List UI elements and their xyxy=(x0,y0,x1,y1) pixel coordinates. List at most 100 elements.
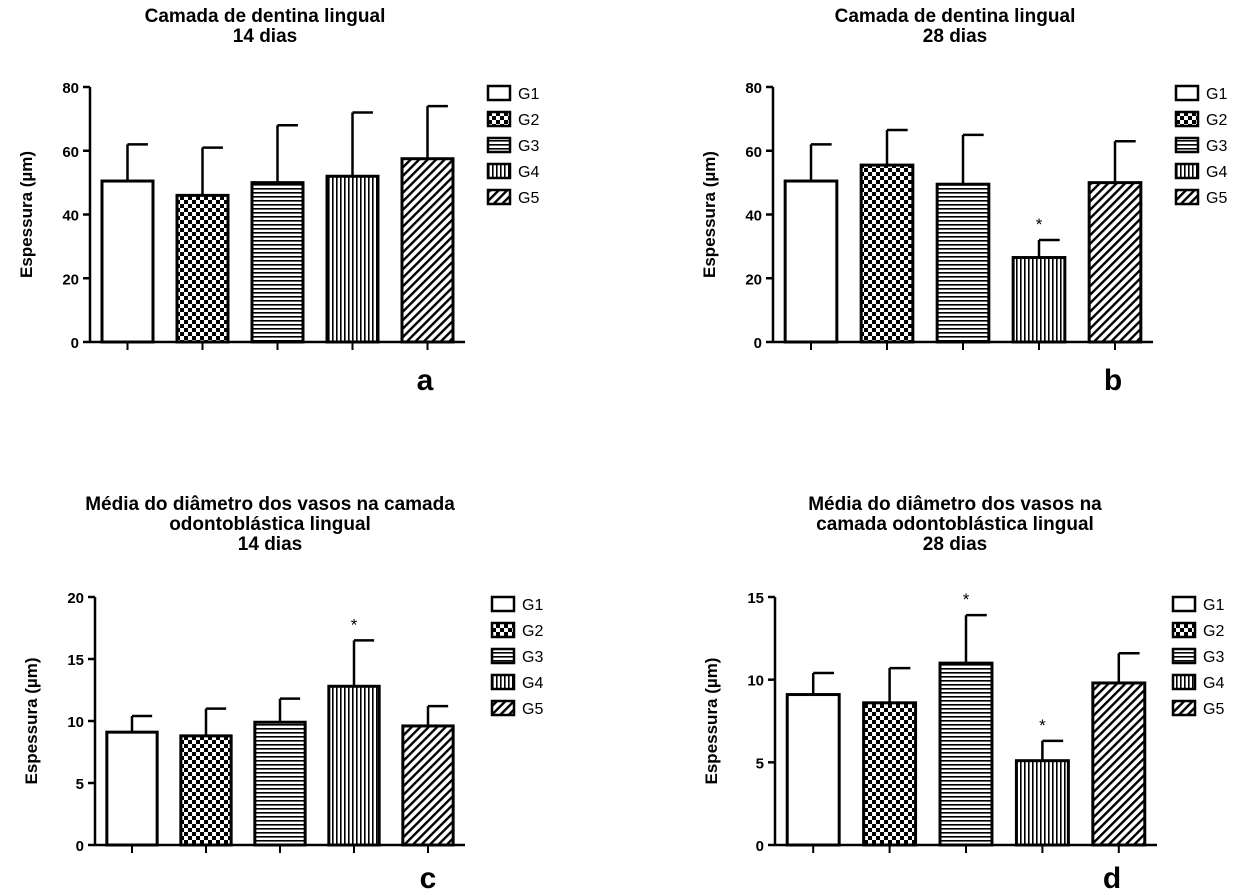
legend-label: G1 xyxy=(1206,86,1227,103)
legend-label: G2 xyxy=(522,623,543,640)
y-axis-label: Espessura (µm) xyxy=(702,658,721,785)
legend-swatch xyxy=(1174,162,1200,180)
legend-swatch xyxy=(1174,188,1200,206)
bar xyxy=(1014,759,1070,847)
legend-swatch xyxy=(490,699,516,717)
bar xyxy=(938,661,994,847)
legend-swatch xyxy=(1171,595,1197,613)
y-tick-label: 60 xyxy=(745,144,762,161)
significance-mark: * xyxy=(1039,716,1046,735)
chart-title-line: camada odontoblástica lingual xyxy=(816,514,1094,535)
legend-label: G5 xyxy=(522,701,543,718)
y-tick-label: 40 xyxy=(62,208,79,225)
legend-swatch xyxy=(486,188,512,206)
chart-title-line: 28 dias xyxy=(923,26,987,47)
y-axis-label: Espessura (µm) xyxy=(17,151,36,278)
y-tick-label: 60 xyxy=(62,144,79,161)
chart-title-line: Camada de dentina lingual xyxy=(835,6,1076,27)
legend-swatch xyxy=(1174,84,1200,102)
y-tick-label: 5 xyxy=(756,755,764,772)
legend-label: G2 xyxy=(1203,623,1224,640)
panel-letter: b xyxy=(1104,364,1122,397)
legend-label: G2 xyxy=(518,112,539,129)
legend-label: G3 xyxy=(1206,138,1227,155)
bar xyxy=(327,684,381,847)
bar xyxy=(1011,256,1067,344)
bar xyxy=(400,157,455,344)
y-tick-label: 0 xyxy=(756,838,764,855)
y-tick-label: 10 xyxy=(747,673,764,690)
y-tick-label: 0 xyxy=(754,335,762,352)
significance-mark: * xyxy=(351,615,358,634)
legend-swatch xyxy=(1171,673,1197,691)
legend-swatch xyxy=(1171,621,1197,639)
legend-swatch xyxy=(490,595,516,613)
bar xyxy=(785,693,841,847)
legend-label: G5 xyxy=(1206,190,1227,207)
legend-label: G5 xyxy=(518,190,539,207)
y-tick-label: 20 xyxy=(67,590,84,607)
legend-swatch xyxy=(486,84,512,102)
panel-letter: c xyxy=(420,862,437,895)
bar xyxy=(179,734,233,847)
legend-label: G3 xyxy=(522,649,543,666)
significance-mark: * xyxy=(963,590,970,609)
bar xyxy=(935,182,991,344)
bar xyxy=(783,179,839,344)
y-tick-label: 20 xyxy=(62,271,79,288)
legend-swatch xyxy=(486,136,512,154)
y-tick-label: 80 xyxy=(62,80,79,97)
y-tick-label: 10 xyxy=(67,714,84,731)
bar xyxy=(250,181,305,344)
y-tick-label: 40 xyxy=(745,208,762,225)
legend-label: G4 xyxy=(522,675,543,692)
bar xyxy=(175,193,230,344)
bar xyxy=(325,174,380,344)
bar xyxy=(1087,181,1143,344)
legend-label: G4 xyxy=(1206,164,1227,181)
bar xyxy=(105,730,159,847)
y-tick-label: 5 xyxy=(76,776,84,793)
y-tick-label: 0 xyxy=(76,838,84,855)
legend-label: G5 xyxy=(1203,701,1224,718)
bar xyxy=(859,163,915,344)
bar xyxy=(253,720,307,847)
bar xyxy=(862,701,918,847)
legend-label: G1 xyxy=(522,597,543,614)
bar xyxy=(100,179,155,344)
legend-label: G4 xyxy=(518,164,539,181)
y-axis-label: Espessura (µm) xyxy=(22,658,41,785)
y-tick-label: 80 xyxy=(745,80,762,97)
bar xyxy=(1091,681,1147,847)
legend-label: G4 xyxy=(1203,675,1224,692)
y-tick-label: 20 xyxy=(745,271,762,288)
legend-label: G2 xyxy=(1206,112,1227,129)
legend-swatch xyxy=(1171,647,1197,665)
chart-title-line: 14 dias xyxy=(233,26,297,47)
legend-label: G3 xyxy=(1203,649,1224,666)
chart-panel-c: Média do diâmetro dos vasos na camadaodo… xyxy=(22,494,543,895)
panel-letter: a xyxy=(417,364,434,397)
legend-label: G1 xyxy=(518,86,539,103)
legend-label: G1 xyxy=(1203,597,1224,614)
legend-swatch xyxy=(490,621,516,639)
panel-letter: d xyxy=(1103,862,1121,895)
chart-title-line: Média do diâmetro dos vasos na xyxy=(808,494,1102,515)
legend-label: G3 xyxy=(518,138,539,155)
y-axis-label: Espessura (µm) xyxy=(700,151,719,278)
legend-swatch xyxy=(486,162,512,180)
bar xyxy=(401,724,455,847)
legend-swatch xyxy=(486,110,512,128)
y-tick-label: 0 xyxy=(71,335,79,352)
chart-title-line: 28 dias xyxy=(923,534,987,555)
chart-title-line: Média do diâmetro dos vasos na camada xyxy=(85,494,455,515)
chart-title-line: Camada de dentina lingual xyxy=(145,6,386,27)
chart-title-line: 14 dias xyxy=(238,534,302,555)
legend-swatch xyxy=(490,647,516,665)
legend-swatch xyxy=(490,673,516,691)
y-tick-label: 15 xyxy=(747,590,764,607)
